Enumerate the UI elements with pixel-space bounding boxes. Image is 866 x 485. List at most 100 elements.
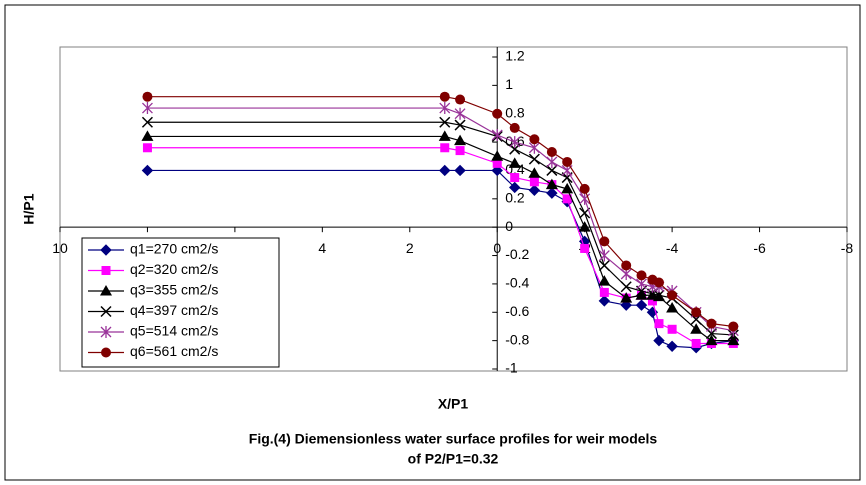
data-point bbox=[440, 143, 450, 153]
legend-label: q2=320 cm2/s bbox=[130, 261, 218, 277]
legend: q1=270 cm2/s q2=320 cm2/s q3=355 cm2/s q4=3… bbox=[81, 237, 280, 368]
data-point bbox=[635, 289, 648, 300]
y-tick-label: 0 bbox=[505, 218, 513, 234]
y-tick-label: -0.6 bbox=[505, 303, 529, 319]
data-point bbox=[691, 338, 701, 348]
data-point bbox=[598, 275, 611, 286]
data-point bbox=[691, 307, 702, 318]
data-point bbox=[653, 277, 664, 288]
data-point bbox=[439, 116, 451, 128]
legend-marker bbox=[101, 266, 111, 275]
data-point bbox=[728, 321, 739, 332]
data-point bbox=[690, 323, 703, 334]
data-point bbox=[491, 150, 504, 161]
chart-title: Fig.(4) Diemensionless water surface pro… bbox=[249, 431, 658, 447]
data-point bbox=[142, 91, 153, 102]
legend-label: q5=514 cm2/s bbox=[130, 323, 218, 339]
data-point bbox=[599, 236, 610, 247]
x-tick-label: 4 bbox=[318, 240, 326, 256]
legend-label: q1=270 cm2/s bbox=[130, 241, 218, 257]
data-point bbox=[141, 102, 153, 115]
data-point bbox=[141, 164, 154, 177]
data-point bbox=[546, 155, 558, 168]
x-tick-label: 10 bbox=[52, 240, 68, 256]
data-point bbox=[620, 281, 632, 293]
legend-label: q4=397 cm2/s bbox=[130, 302, 218, 318]
data-point bbox=[142, 143, 152, 153]
data-point bbox=[455, 94, 466, 105]
y-axis-label: H/P1 bbox=[21, 193, 37, 224]
legend-label: q6=561 cm2/s bbox=[130, 343, 218, 359]
data-point bbox=[529, 134, 540, 145]
data-point bbox=[598, 249, 610, 262]
data-point bbox=[438, 130, 451, 141]
legend-marker bbox=[101, 347, 111, 358]
data-point bbox=[621, 260, 632, 271]
y-tick-label: 0.8 bbox=[505, 104, 525, 120]
data-point bbox=[546, 164, 558, 176]
data-point bbox=[578, 221, 591, 232]
data-point bbox=[561, 182, 574, 194]
data-point bbox=[508, 157, 521, 168]
data-point bbox=[635, 299, 648, 311]
legend-marker bbox=[100, 305, 112, 318]
data-point bbox=[562, 194, 572, 204]
data-point bbox=[579, 192, 591, 205]
data-point bbox=[454, 107, 466, 120]
legend-label: q3=355 cm2/s bbox=[130, 282, 218, 298]
data-point bbox=[562, 156, 573, 167]
data-point bbox=[455, 146, 465, 156]
data-point bbox=[666, 302, 679, 313]
x-tick-label: 2 bbox=[406, 240, 414, 256]
data-point bbox=[491, 164, 503, 177]
data-point bbox=[454, 134, 467, 146]
y-tick-label: -0.4 bbox=[505, 275, 529, 291]
x-axis-label: X/P1 bbox=[438, 396, 469, 412]
x-tick-label: -8 bbox=[841, 240, 854, 256]
data-point bbox=[528, 167, 541, 178]
y-tick-label: 0.2 bbox=[505, 190, 525, 206]
data-point bbox=[598, 259, 610, 272]
data-point bbox=[454, 119, 466, 131]
data-point bbox=[666, 340, 678, 353]
data-point bbox=[529, 177, 539, 187]
data-point bbox=[667, 324, 677, 334]
data-point bbox=[141, 130, 154, 141]
legend-marker bbox=[100, 326, 112, 338]
data-point bbox=[667, 290, 678, 301]
data-point bbox=[491, 129, 503, 141]
data-point bbox=[454, 164, 466, 177]
x-tick-label: 0 bbox=[493, 240, 501, 256]
data-point bbox=[546, 187, 558, 199]
data-point bbox=[636, 270, 647, 281]
data-point bbox=[620, 292, 633, 303]
x-tick-label: -6 bbox=[753, 240, 766, 256]
data-point bbox=[598, 295, 611, 307]
data-point bbox=[599, 287, 609, 297]
data-point bbox=[727, 334, 740, 346]
legend-marker bbox=[100, 285, 112, 296]
data-point bbox=[439, 102, 451, 115]
data-point bbox=[509, 181, 521, 194]
data-point bbox=[580, 243, 590, 253]
y-tick-label: 1.2 bbox=[505, 48, 525, 64]
data-point bbox=[620, 299, 632, 311]
y-tick-label: -0.8 bbox=[505, 331, 529, 347]
data-point bbox=[705, 334, 718, 346]
data-point bbox=[706, 318, 717, 329]
y-tick-label: -1 bbox=[505, 360, 518, 376]
data-point bbox=[528, 153, 540, 165]
data-point bbox=[653, 334, 665, 347]
data-point bbox=[579, 183, 590, 194]
data-point bbox=[545, 178, 558, 190]
data-point bbox=[647, 296, 657, 306]
legend-box bbox=[81, 237, 280, 368]
x-tick-label: -4 bbox=[666, 240, 679, 256]
data-point bbox=[510, 173, 520, 183]
plot: 1086420-2-4-6-8-1-0.8-0.6-0.4-0.200.20.4… bbox=[52, 47, 853, 376]
data-point bbox=[439, 164, 451, 177]
data-point bbox=[141, 116, 153, 128]
data-point bbox=[492, 158, 502, 168]
data-point bbox=[528, 184, 541, 197]
